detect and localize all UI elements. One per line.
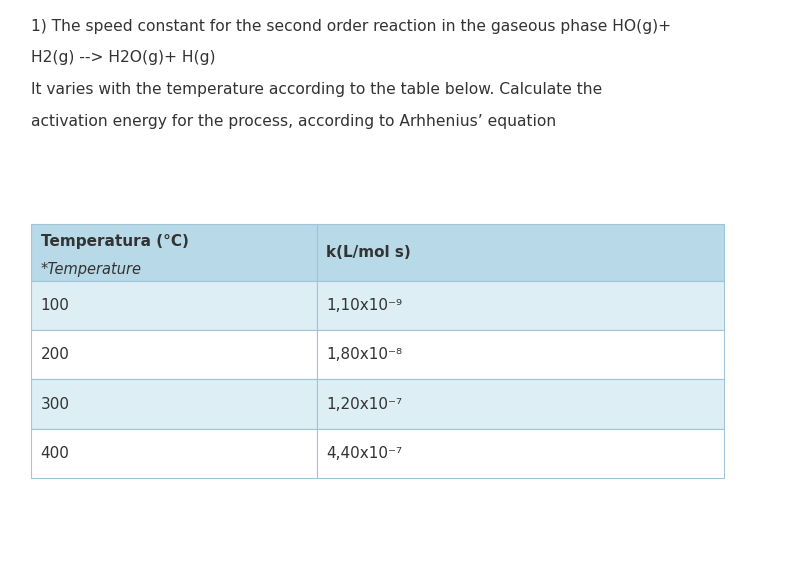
- Text: activation energy for the process, according to Arhhenius’ equation: activation energy for the process, accor…: [31, 114, 557, 129]
- Text: 200: 200: [41, 347, 70, 362]
- Bar: [31, 379, 318, 429]
- Text: *Temperature: *Temperature: [41, 262, 142, 277]
- Text: It varies with the temperature according to the table below. Calculate the: It varies with the temperature according…: [31, 82, 602, 97]
- Text: 400: 400: [41, 445, 70, 461]
- Text: 100: 100: [41, 298, 70, 313]
- Text: H2(g) --> H2O(g)+ H(g): H2(g) --> H2O(g)+ H(g): [31, 50, 216, 66]
- Text: Temperatura (°C): Temperatura (°C): [41, 234, 188, 249]
- Bar: [31, 281, 318, 331]
- Bar: [31, 429, 318, 477]
- Bar: [318, 429, 723, 477]
- Text: 1,10x10⁻⁹: 1,10x10⁻⁹: [326, 298, 402, 313]
- Bar: [31, 331, 318, 379]
- Bar: [318, 281, 723, 331]
- Bar: [318, 224, 723, 281]
- Text: k(L/mol s): k(L/mol s): [326, 245, 411, 260]
- Bar: [318, 331, 723, 379]
- Bar: [31, 224, 318, 281]
- Text: 1,80x10⁻⁸: 1,80x10⁻⁸: [326, 347, 402, 362]
- Text: 1,20x10⁻⁷: 1,20x10⁻⁷: [326, 397, 402, 411]
- Text: 4,40x10⁻⁷: 4,40x10⁻⁷: [326, 445, 402, 461]
- Bar: [318, 379, 723, 429]
- Text: 300: 300: [41, 397, 70, 411]
- Text: 1) The speed constant for the second order reaction in the gaseous phase HO(g)+: 1) The speed constant for the second ord…: [31, 19, 672, 34]
